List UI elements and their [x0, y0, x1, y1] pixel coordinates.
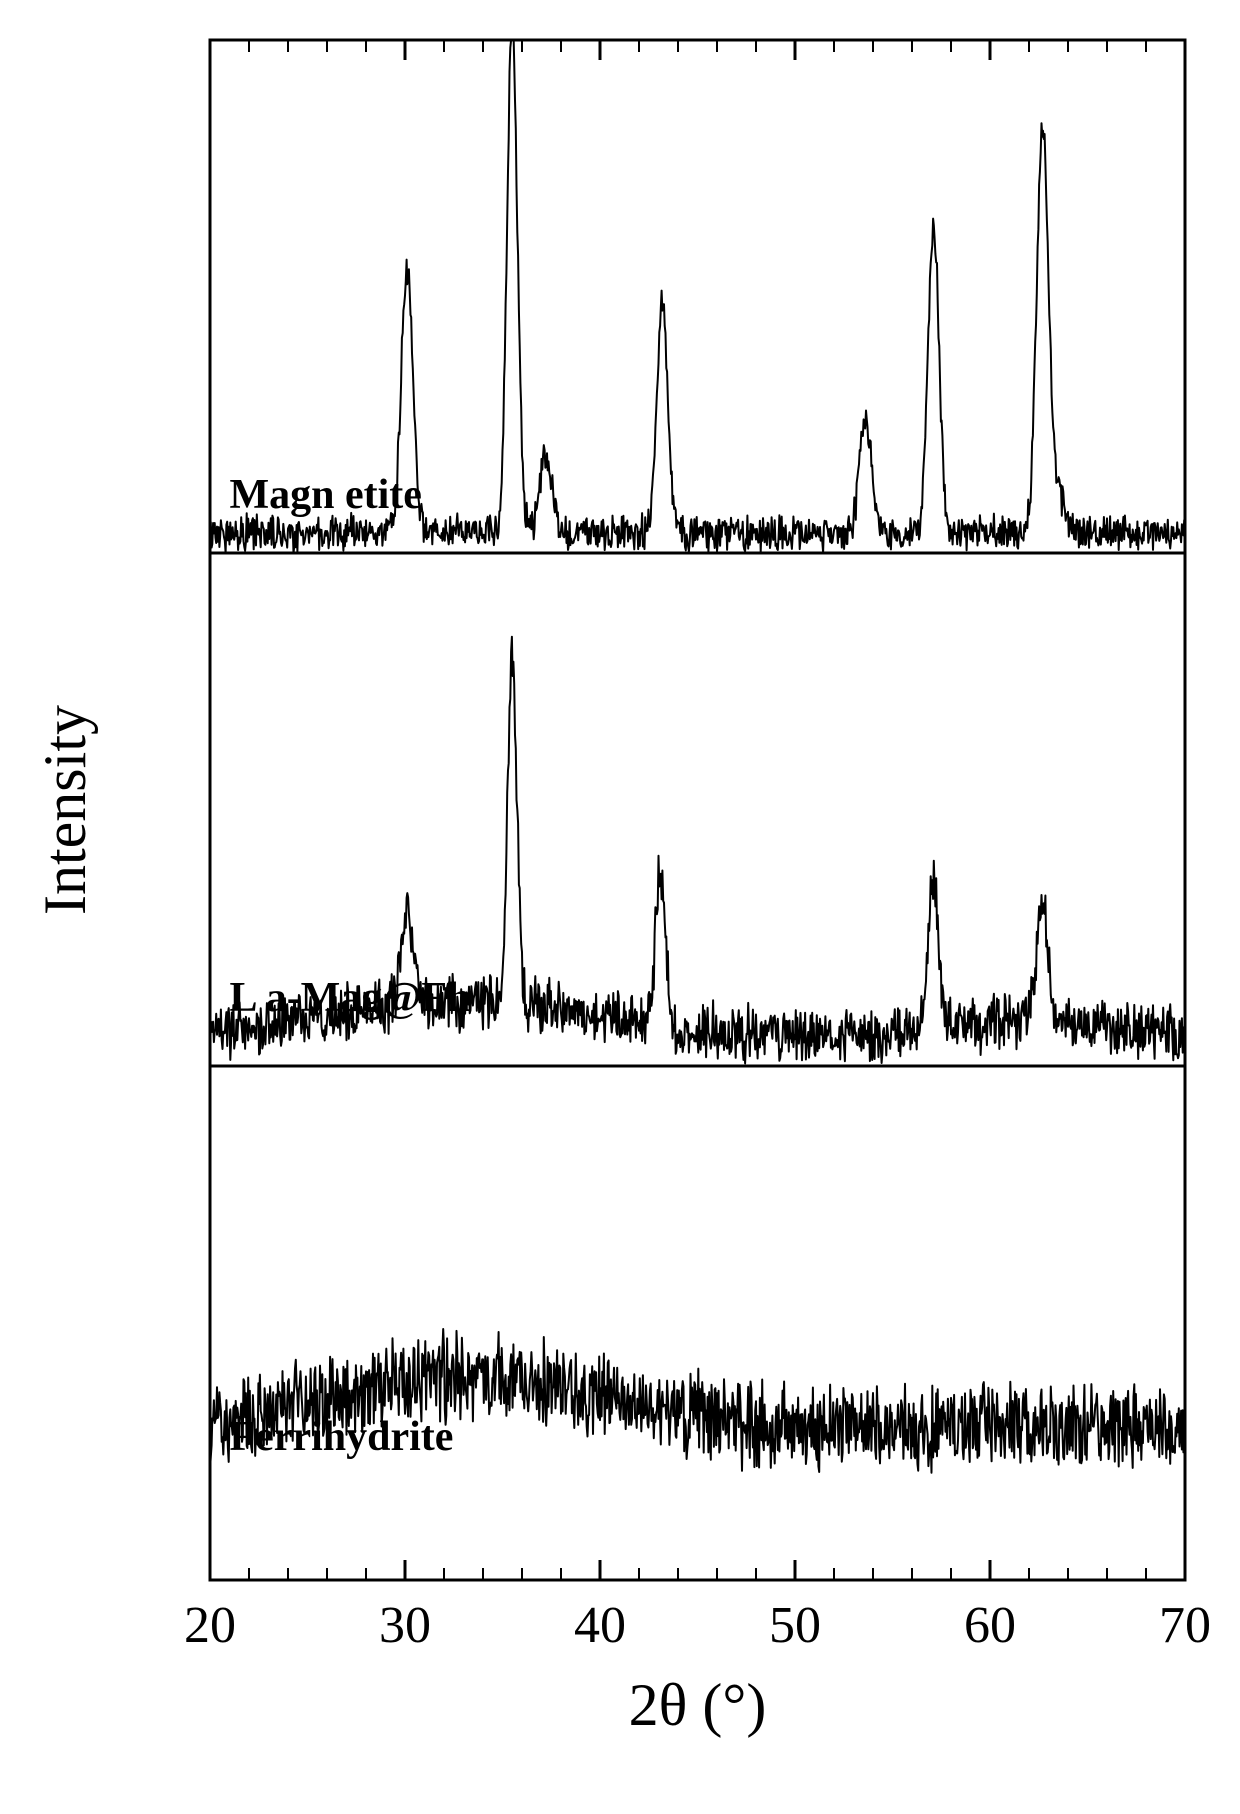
- xrd-svg: 20 30 40 50 60 70 2θ (°) Intensity Magn etite L a…: [0, 0, 1240, 1814]
- x-tick-label: 20: [184, 1597, 236, 1654]
- panel-label-ferrihydrite: Ferrihydrite: [230, 1414, 454, 1460]
- x-tick-label: 40: [574, 1597, 626, 1654]
- y-axis-label: Intensity: [32, 705, 98, 915]
- x-tick-label: 50: [769, 1597, 821, 1654]
- x-axis-label: 2θ (°): [629, 1672, 767, 1738]
- x-tick-label: 30: [379, 1597, 431, 1654]
- xrd-figure: 20 30 40 50 60 70 2θ (°) Intensity Magn etite L a…: [0, 0, 1240, 1814]
- panel-label-la-mag@fh: L a-Mag@Fh: [230, 975, 471, 1021]
- panel-label-magnetite: Magn etite: [230, 472, 422, 518]
- x-tick-label: 60: [964, 1597, 1016, 1654]
- x-tick-label: 70: [1159, 1597, 1211, 1654]
